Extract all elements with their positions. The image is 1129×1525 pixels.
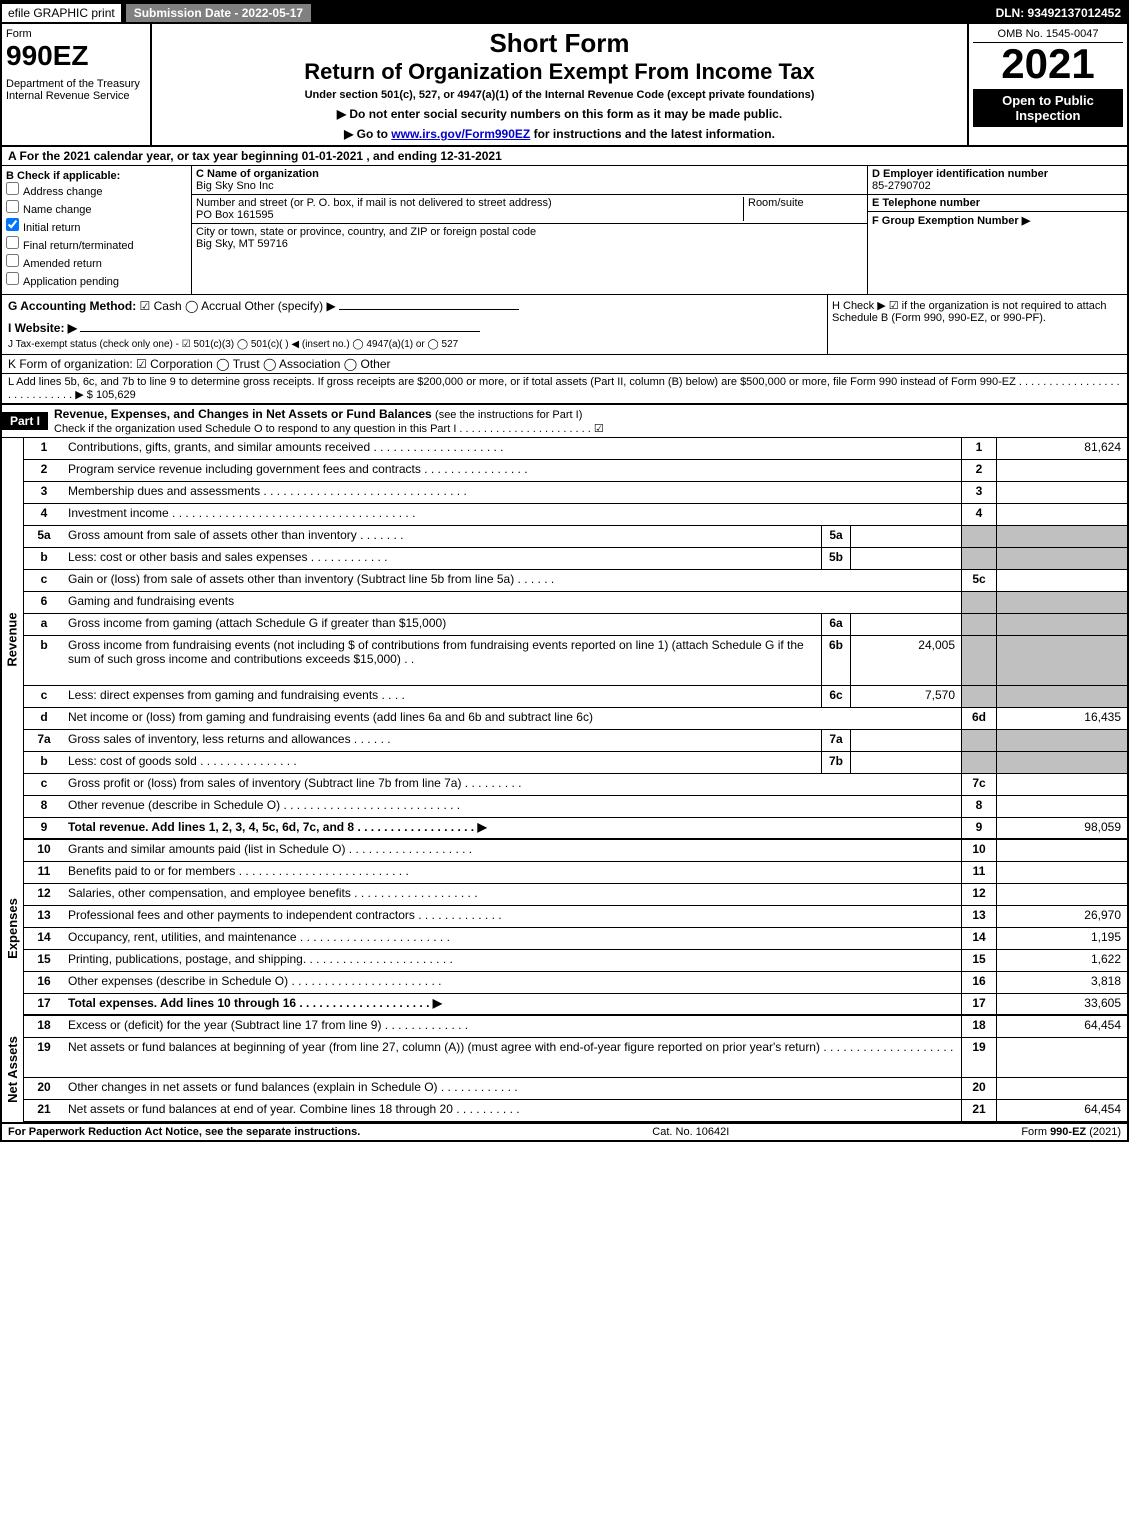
netassets-table: 18Excess or (deficit) for the year (Subt… (24, 1016, 1127, 1122)
chk-address: Address change (6, 182, 187, 198)
header: Form 990EZ Department of the Treasury In… (2, 24, 1127, 147)
note-pre: ▶ Go to (344, 127, 391, 141)
val-9: 98,059 (997, 818, 1127, 838)
col-c: C Name of organizationBig Sky Sno Inc Nu… (192, 166, 867, 294)
cb-initial[interactable] (6, 218, 19, 231)
header-mid: Short Form Return of Organization Exempt… (152, 24, 967, 145)
org-addr: PO Box 161595 (196, 209, 274, 221)
header-right: OMB No. 1545-0047 2021 Open to Public In… (967, 24, 1127, 145)
i-website: I Website: ▶ (8, 321, 821, 335)
header-left: Form 990EZ Department of the Treasury In… (2, 24, 152, 145)
c-name: C Name of organizationBig Sky Sno Inc (192, 166, 867, 195)
val-17: 33,605 (997, 994, 1127, 1014)
cat-no: Cat. No. 10642I (652, 1126, 729, 1138)
org-name: Big Sky Sno Inc (196, 180, 274, 192)
val-6b: 24,005 (851, 636, 961, 685)
chk-final: Final return/terminated (6, 236, 187, 252)
b-title: B Check if applicable: (6, 170, 187, 182)
org-city: Big Sky, MT 59716 (196, 238, 288, 250)
footer-right: Form 990-EZ (2021) (1021, 1126, 1121, 1138)
val-1: 81,624 (997, 438, 1127, 459)
chk-initial: Initial return (6, 218, 187, 234)
c-name-lbl: C Name of organization (196, 168, 319, 180)
under-section: Under section 501(c), 527, or 4947(a)(1)… (156, 89, 963, 101)
section-b-c-d: B Check if applicable: Address change Na… (2, 166, 1127, 295)
row-k: K Form of organization: ☑ Corporation ◯ … (2, 355, 1127, 374)
submission-date: Submission Date - 2022-05-17 (125, 3, 312, 23)
cb-final[interactable] (6, 236, 19, 249)
revenue-label: Revenue (2, 438, 24, 840)
f-group: F Group Exemption Number ▶ (868, 212, 1127, 229)
form-label: Form (6, 28, 146, 40)
revenue-section: Revenue 1Contributions, gifts, grants, a… (2, 438, 1127, 840)
val-15: 1,622 (997, 950, 1127, 971)
ein: 85-2790702 (872, 180, 931, 192)
line-a: A For the 2021 calendar year, or tax yea… (2, 147, 1127, 166)
val-13: 26,970 (997, 906, 1127, 927)
val-6d: 16,435 (997, 708, 1127, 729)
chk-amended: Amended return (6, 254, 187, 270)
addr-lbl: Number and street (or P. O. box, if mail… (196, 197, 552, 209)
form-number: 990EZ (6, 40, 146, 72)
val-18: 64,454 (997, 1016, 1127, 1037)
dln: DLN: 93492137012452 (996, 6, 1127, 20)
return-title: Return of Organization Exempt From Incom… (156, 59, 963, 85)
col-de: D Employer identification number85-27907… (867, 166, 1127, 294)
j-status: J Tax-exempt status (check only one) - ☑… (8, 339, 821, 350)
note-goto: ▶ Go to www.irs.gov/Form990EZ for instru… (156, 127, 963, 141)
e-phone: E Telephone number (868, 195, 1127, 212)
col-g: G Accounting Method: ☑ Cash ◯ Accrual Ot… (2, 295, 827, 354)
val-21: 64,454 (997, 1100, 1127, 1121)
city-lbl: City or town, state or province, country… (196, 226, 536, 238)
open-public: Open to Public Inspection (973, 89, 1123, 127)
col-h: H Check ▶ ☑ if the organization is not r… (827, 295, 1127, 354)
revenue-table: 1Contributions, gifts, grants, and simil… (24, 438, 1127, 840)
dept: Department of the Treasury Internal Reve… (6, 78, 146, 102)
room: Room/suite (743, 197, 863, 221)
short-form-title: Short Form (156, 28, 963, 59)
chk-name: Name change (6, 200, 187, 216)
row-gh: G Accounting Method: ☑ Cash ◯ Accrual Ot… (2, 295, 1127, 355)
expenses-section: Expenses 10Grants and similar amounts pa… (2, 840, 1127, 1016)
gross-receipts: 105,629 (96, 389, 136, 401)
netassets-label: Net Assets (2, 1016, 24, 1122)
part1-header: Part I Revenue, Expenses, and Changes in… (2, 405, 1127, 438)
note-post: for instructions and the latest informat… (530, 127, 775, 141)
netassets-section: Net Assets 18Excess or (deficit) for the… (2, 1016, 1127, 1122)
g-method: G Accounting Method: ☑ Cash ◯ Accrual Ot… (8, 299, 821, 313)
tax-year: 2021 (973, 43, 1123, 85)
cb-address[interactable] (6, 182, 19, 195)
part1-check: Check if the organization used Schedule … (54, 423, 604, 435)
expenses-table: 10Grants and similar amounts paid (list … (24, 840, 1127, 1016)
expenses-label: Expenses (2, 840, 24, 1016)
part1-tag: Part I (2, 412, 48, 430)
val-6c: 7,570 (851, 686, 961, 707)
cb-amended[interactable] (6, 254, 19, 267)
topbar: efile GRAPHIC print Submission Date - 20… (2, 2, 1127, 24)
chk-pending: Application pending (6, 272, 187, 288)
footer-left: For Paperwork Reduction Act Notice, see … (8, 1126, 360, 1138)
note-ssn: ▶ Do not enter social security numbers o… (156, 107, 963, 121)
c-addr: Number and street (or P. O. box, if mail… (192, 195, 867, 224)
val-16: 3,818 (997, 972, 1127, 993)
footer: For Paperwork Reduction Act Notice, see … (2, 1122, 1127, 1140)
irs-link[interactable]: www.irs.gov/Form990EZ (391, 127, 530, 141)
cb-pending[interactable] (6, 272, 19, 285)
row-l: L Add lines 5b, 6c, and 7b to line 9 to … (2, 374, 1127, 405)
efile-print: efile GRAPHIC print (2, 4, 121, 22)
page: efile GRAPHIC print Submission Date - 20… (0, 0, 1129, 1142)
val-14: 1,195 (997, 928, 1127, 949)
c-city: City or town, state or province, country… (192, 224, 867, 252)
d-ein: D Employer identification number85-27907… (868, 166, 1127, 195)
col-b: B Check if applicable: Address change Na… (2, 166, 192, 294)
cb-name[interactable] (6, 200, 19, 213)
